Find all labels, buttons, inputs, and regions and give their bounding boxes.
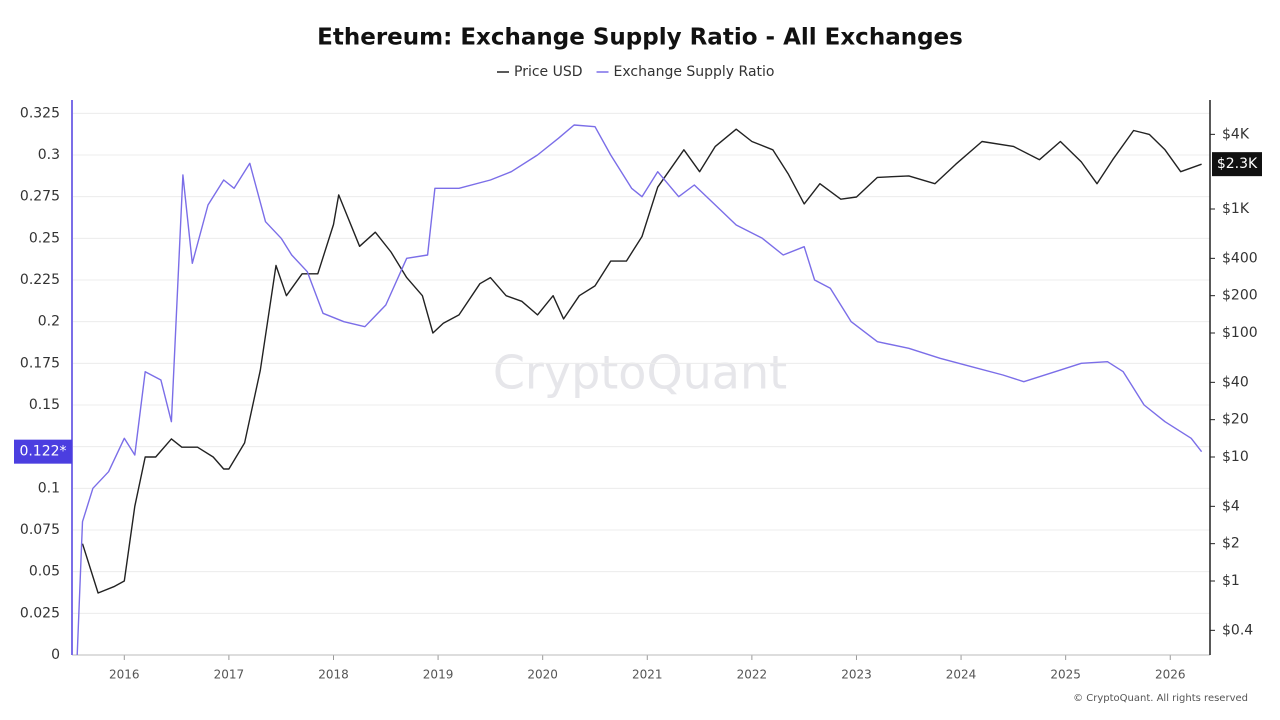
y-tick-label: 0.05 <box>29 564 60 580</box>
y-tick-label: 0.025 <box>20 605 60 621</box>
chart-title: Ethereum: Exchange Supply Ratio - All Ex… <box>317 25 963 51</box>
x-tick-label: 2019 <box>423 668 454 682</box>
last-value-label: 0.122* <box>19 444 66 460</box>
y2-tick-label: $2 <box>1222 536 1240 552</box>
legend-label: Exchange Supply Ratio <box>614 64 775 80</box>
y-tick-label: 0.275 <box>20 189 60 205</box>
copyright: © CryptoQuant. All rights reserved <box>1073 693 1248 704</box>
y-tick-label: 0.225 <box>20 272 60 288</box>
last-value-badge <box>14 439 72 464</box>
y-tick-label: 0.325 <box>20 105 60 121</box>
x-tick-label: 2017 <box>214 668 245 682</box>
x-tick-label: 2026 <box>1155 668 1186 682</box>
legend-label: Price USD <box>514 64 583 80</box>
watermark: CryptoQuant <box>493 346 787 400</box>
y-tick-label: 0.3 <box>38 147 60 163</box>
x-tick-label: 2020 <box>527 668 558 682</box>
y-tick-label: 0.25 <box>29 230 60 246</box>
y-tick-label: 0 <box>51 647 60 663</box>
y2-tick-label: $4 <box>1222 498 1240 514</box>
y2-tick-label: $4K <box>1222 126 1250 142</box>
x-tick-label: 2022 <box>737 668 768 682</box>
y-tick-label: 0.15 <box>29 397 60 413</box>
y2-tick-label: $100 <box>1222 325 1258 341</box>
y2-tick-label: $40 <box>1222 374 1249 390</box>
x-tick-label: 2018 <box>318 668 349 682</box>
y2-tick-label: $200 <box>1222 288 1258 304</box>
x-tick-label: 2016 <box>109 668 140 682</box>
x-tick-label: 2025 <box>1050 668 1081 682</box>
y2-tick-label: $1 <box>1222 573 1240 589</box>
y-tick-label: 0.175 <box>20 355 60 371</box>
last-value-badge <box>1212 152 1262 177</box>
x-tick-label: 2021 <box>632 668 663 682</box>
last-value-label: $2.3K <box>1217 156 1258 172</box>
series-line <box>76 124 1203 656</box>
y-tick-label: 0.1 <box>38 480 60 496</box>
y2-tick-label: $400 <box>1222 250 1258 266</box>
y2-tick-label: $0.4 <box>1222 622 1253 638</box>
y2-tick-label: $1K <box>1222 201 1250 217</box>
y2-tick-label: $20 <box>1222 412 1249 428</box>
y-tick-label: 0.075 <box>20 522 60 538</box>
series-line <box>81 128 1202 594</box>
y2-tick-label: $10 <box>1222 449 1249 465</box>
x-tick-label: 2024 <box>946 668 977 682</box>
x-tick-label: 2023 <box>841 668 872 682</box>
y-tick-label: 0.2 <box>38 314 60 330</box>
